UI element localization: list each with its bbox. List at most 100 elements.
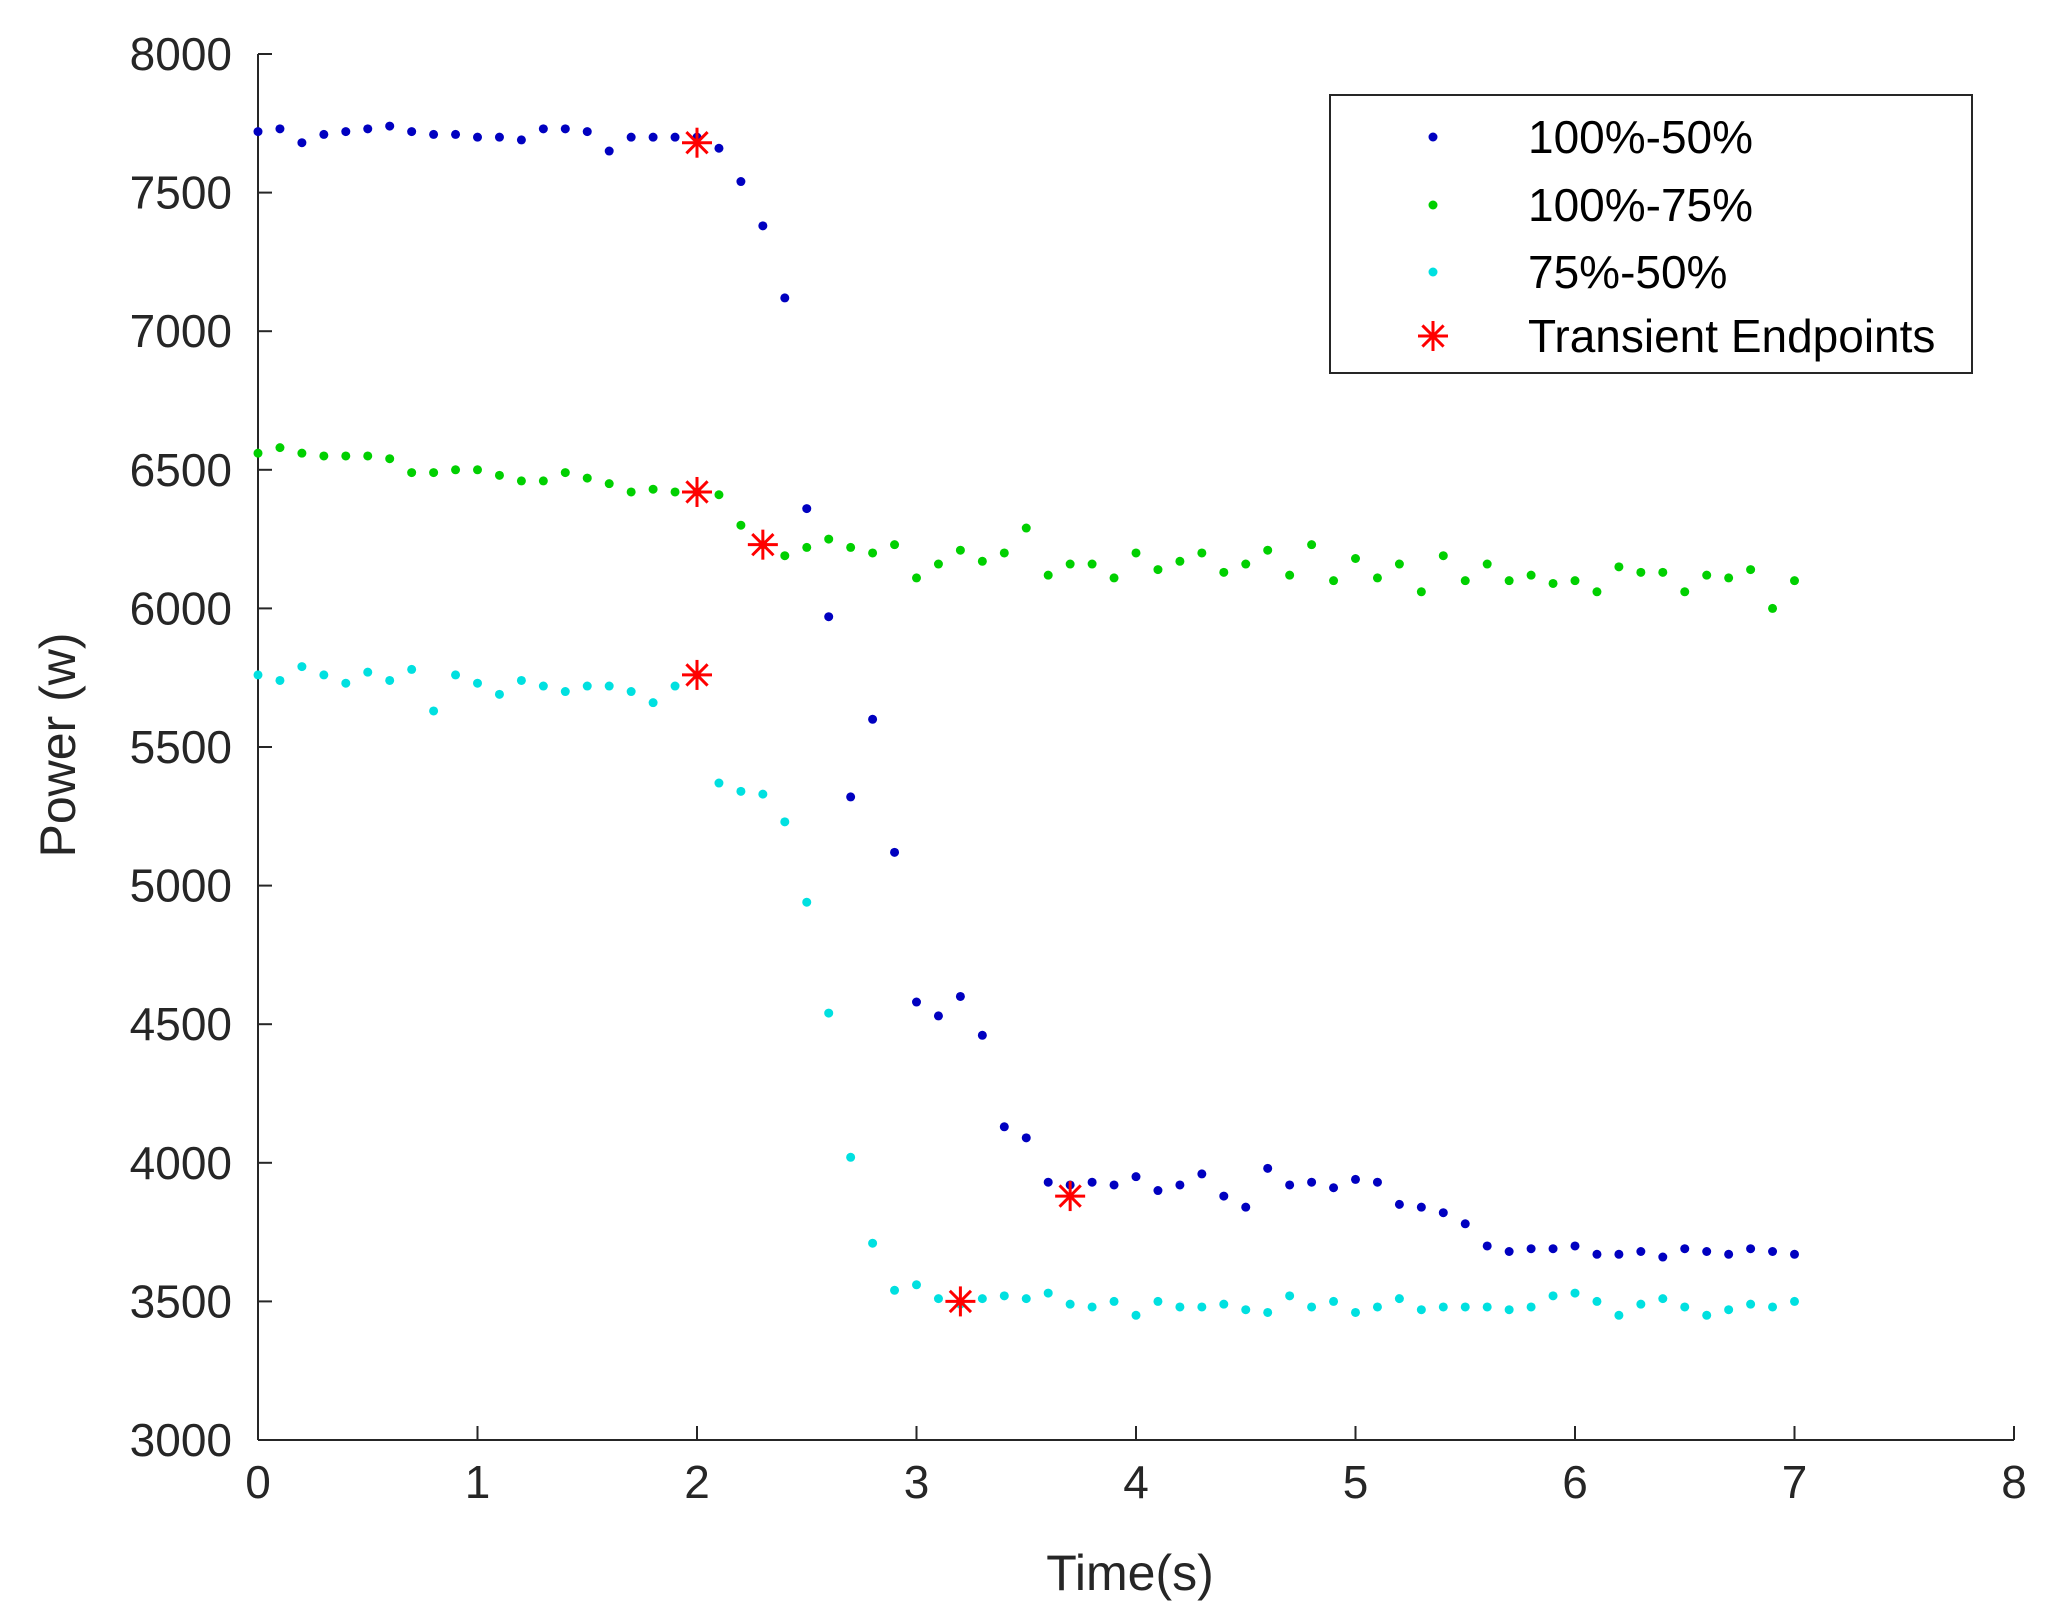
series-75-50- (253, 662, 1799, 1320)
data-point (780, 551, 790, 561)
transient-endpoint-marker (945, 1286, 976, 1317)
data-point (868, 548, 878, 558)
data-point (319, 129, 329, 139)
data-point (1790, 576, 1799, 586)
data-point (363, 667, 373, 677)
data-point (1438, 1302, 1448, 1312)
data-point (1570, 1288, 1580, 1298)
transient-endpoint-marker (682, 127, 712, 158)
data-point (1504, 1305, 1514, 1315)
data-point (516, 675, 526, 685)
legend-marker (1428, 267, 1438, 277)
data-point (1680, 1302, 1690, 1312)
data-point (1394, 1199, 1404, 1209)
data-point (1153, 565, 1163, 575)
data-point (1307, 1177, 1317, 1187)
data-point (1263, 545, 1273, 555)
series-100-75- (253, 443, 1799, 613)
data-point (802, 897, 812, 907)
data-point (1460, 1302, 1470, 1312)
data-point (275, 124, 285, 134)
x-tick-label: 7 (1782, 1456, 1808, 1508)
data-point (1570, 576, 1580, 586)
data-point (385, 675, 395, 685)
data-point (758, 221, 768, 231)
data-point (1394, 1294, 1404, 1304)
data-point (1592, 587, 1602, 597)
x-tick-label: 2 (684, 1456, 710, 1508)
data-point (253, 448, 263, 458)
data-point (1021, 1133, 1031, 1143)
data-point (494, 689, 504, 699)
data-point (1768, 603, 1778, 613)
data-point (1526, 1244, 1536, 1254)
data-point (1658, 567, 1668, 577)
data-point (494, 470, 504, 480)
data-point (824, 1008, 834, 1018)
data-point (780, 817, 790, 827)
data-point (1680, 587, 1690, 597)
data-point (1702, 570, 1712, 580)
data-point (1548, 1291, 1558, 1301)
data-point (846, 542, 856, 552)
data-point (933, 1294, 943, 1304)
series-100-50- (253, 121, 1799, 1262)
data-point (626, 132, 636, 142)
data-point (1636, 1247, 1646, 1257)
data-point (451, 129, 461, 139)
y-tick-label: 4500 (130, 998, 232, 1050)
y-tick-label: 3500 (130, 1275, 232, 1327)
x-tick-label: 3 (904, 1456, 930, 1508)
data-point (1592, 1249, 1602, 1259)
data-point (516, 476, 526, 486)
data-point (868, 714, 878, 724)
data-point (1131, 548, 1141, 558)
legend-marker (1428, 132, 1438, 142)
data-point (341, 451, 351, 461)
transient-endpoint-marker (1055, 1181, 1086, 1212)
data-point (1636, 567, 1646, 577)
data-point (714, 490, 724, 500)
data-point (538, 124, 548, 134)
data-point (1790, 1249, 1799, 1259)
data-point (1504, 1247, 1514, 1257)
data-point (714, 143, 724, 153)
data-point (1065, 1299, 1075, 1309)
data-point (407, 127, 417, 137)
data-point (516, 135, 526, 145)
data-point (1746, 1299, 1756, 1309)
data-point (1614, 562, 1624, 572)
data-point (1768, 1247, 1778, 1257)
data-point (297, 448, 307, 458)
x-tick-label: 1 (465, 1456, 491, 1508)
data-point (1065, 559, 1075, 569)
data-point (451, 670, 461, 680)
data-point (1351, 554, 1360, 564)
data-point (538, 681, 548, 691)
data-point (1394, 559, 1404, 569)
transient-endpoint-marker (747, 529, 778, 560)
data-point (604, 146, 614, 156)
y-axis-ticks: 3000 3500 4000 4500 5000 5500 6000 6500 7000 7500… (130, 28, 272, 1466)
data-point (473, 132, 482, 142)
data-point (560, 687, 570, 697)
data-point (1548, 578, 1558, 588)
data-point (890, 540, 900, 550)
data-point (736, 786, 746, 796)
series-transient-endpoints (682, 127, 1086, 1317)
data-point (1482, 559, 1492, 569)
y-tick-label: 5500 (130, 721, 232, 773)
data-point (1241, 1202, 1251, 1212)
data-point (1175, 556, 1185, 566)
y-axis-label: Power (w) (30, 632, 86, 857)
data-point (1109, 573, 1119, 583)
data-point (1131, 1310, 1141, 1320)
data-point (1724, 1305, 1734, 1315)
data-point (955, 545, 965, 555)
data-point (1329, 1183, 1339, 1193)
data-point (1263, 1307, 1273, 1317)
data-point (912, 573, 921, 583)
data-point (407, 664, 417, 674)
data-point (1680, 1244, 1690, 1254)
data-point (1043, 1177, 1053, 1187)
